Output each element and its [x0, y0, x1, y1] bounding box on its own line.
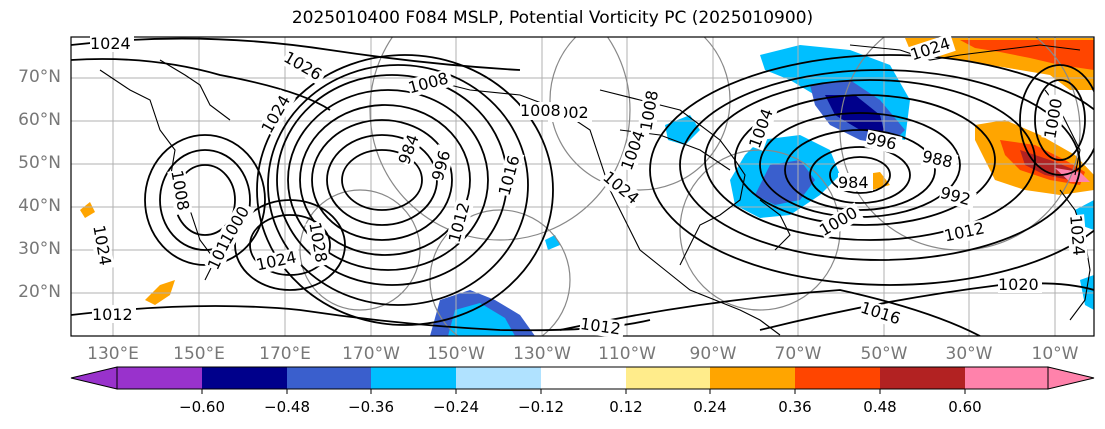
colorbar-segment	[202, 367, 287, 389]
isobar-label: 1012	[92, 305, 133, 324]
colorbar-segment	[626, 367, 711, 389]
colorbar-tick-label: −0.24	[433, 398, 479, 416]
colorbar-tick-label: −0.36	[348, 398, 394, 416]
lat-label-40n: 40°N	[18, 196, 61, 216]
isobar-label: 1024	[90, 34, 131, 53]
colorbar-segment	[371, 367, 456, 389]
isobar-label: 1008	[520, 101, 561, 120]
lon-label-110w: 110°W	[598, 344, 656, 364]
lat-label-60n: 60°N	[18, 110, 61, 130]
colorbar-tick-label: 0.36	[778, 398, 812, 416]
lon-label-70w: 70°W	[774, 344, 822, 364]
lat-label-50n: 50°N	[18, 153, 61, 173]
map-frame	[70, 36, 1095, 337]
lon-label-170e: 170°E	[259, 344, 311, 364]
colorbar-tick-label: 0.60	[948, 398, 982, 416]
isobar-label: 984	[838, 173, 869, 192]
lat-label-30n: 30°N	[18, 239, 61, 259]
colorbar-tick-label: −0.48	[264, 398, 310, 416]
lon-label-30w: 30°W	[945, 344, 993, 364]
colorbar-segment	[287, 367, 372, 389]
colorbar-segment	[456, 367, 541, 389]
colorbar-tick-label: 0.48	[863, 398, 897, 416]
isobar-label: 1020	[998, 275, 1039, 294]
lat-label-20n: 20°N	[18, 282, 61, 302]
lon-label-130w: 130°W	[513, 344, 571, 364]
colorbar-extend-min	[70, 366, 118, 390]
colorbar-segment	[965, 367, 1048, 389]
colorbar-segment	[880, 367, 965, 389]
range-rings	[299, 37, 1081, 336]
lon-label-150e: 150°E	[173, 344, 225, 364]
colorbar-segment	[541, 367, 626, 389]
colorbar-tick-label: 0.12	[609, 398, 643, 416]
lon-label-130e: 130°E	[87, 344, 139, 364]
colorbar-segment	[795, 367, 880, 389]
map-area	[71, 37, 1094, 336]
colorbar-tick-label: −0.12	[518, 398, 564, 416]
colorbar	[70, 366, 1095, 394]
map-title: 2025010400 F084 MSLP, Potential Vorticit…	[291, 8, 814, 28]
lon-label-170w: 170°W	[342, 344, 400, 364]
lon-label-150w: 150°W	[427, 344, 485, 364]
isobar-label: 1024	[1066, 214, 1088, 256]
lat-label-70n: 70°N	[18, 67, 61, 87]
lon-label-10w: 10°W	[1031, 344, 1079, 364]
lon-label-50w: 50°W	[860, 344, 908, 364]
colorbar-extend-max	[1047, 366, 1095, 390]
isobars	[71, 37, 1094, 336]
colorbar-tick-label: 0.24	[693, 398, 727, 416]
colorbar-tick-label: −0.60	[179, 398, 225, 416]
colorbar-segment	[117, 367, 202, 389]
lon-label-90w: 90°W	[689, 344, 737, 364]
colorbar-segment	[710, 367, 795, 389]
